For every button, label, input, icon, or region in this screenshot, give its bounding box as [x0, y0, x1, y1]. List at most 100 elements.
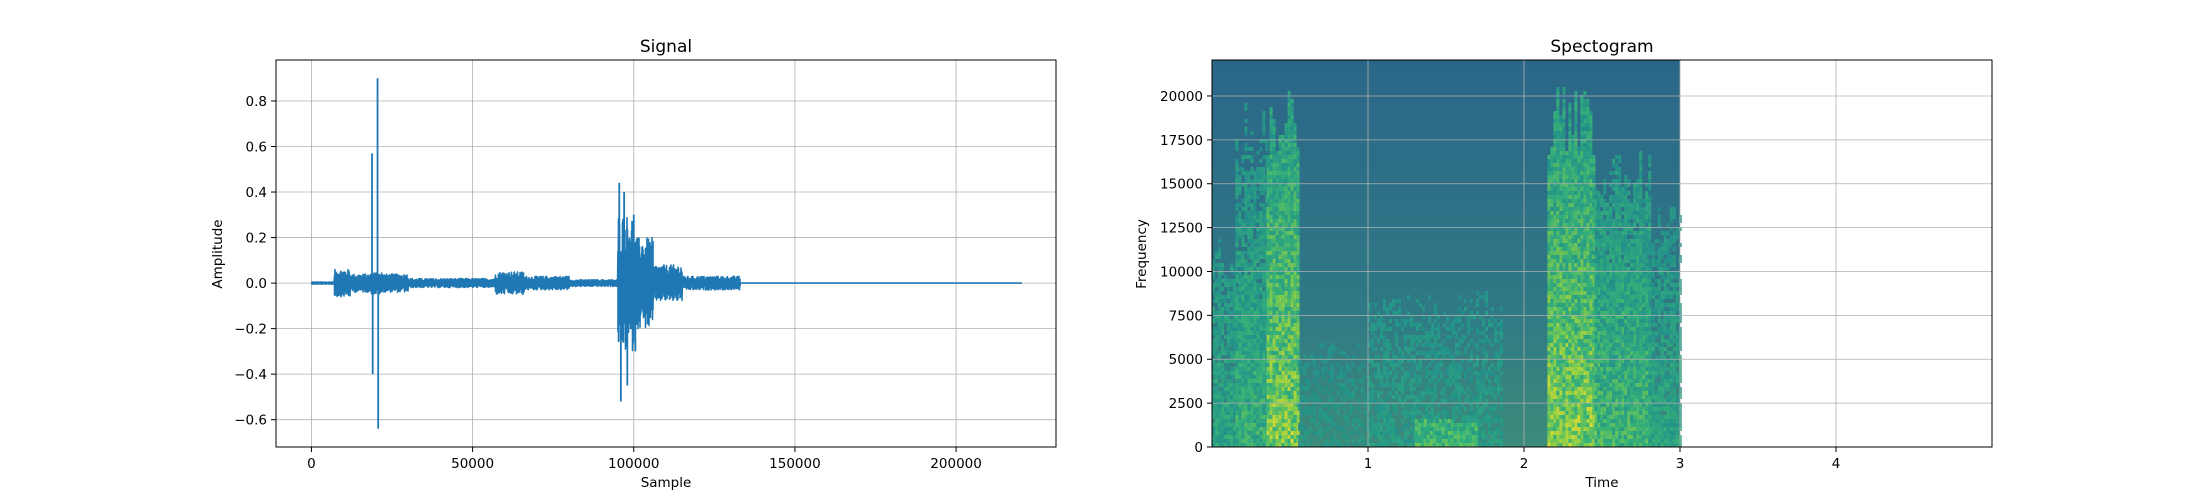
spectrogram-cell [1440, 411, 1443, 415]
spectrogram-cell [1290, 111, 1294, 115]
spectrogram-cell [1559, 391, 1563, 395]
spectrogram-cell [1296, 415, 1300, 419]
spectrogram-cell [1416, 411, 1419, 415]
spectrogram-cell [1562, 319, 1566, 323]
spectrogram-cell [1583, 307, 1587, 311]
spectrogram-cell [1547, 199, 1551, 203]
spectrogram-cell [1333, 439, 1337, 443]
spectrogram-cell [1336, 363, 1340, 367]
spectrogram-cell [1330, 435, 1334, 439]
spectrogram-cell [1227, 347, 1230, 351]
spectrogram-cell [1241, 315, 1245, 319]
spectrogram-cell [1586, 403, 1590, 407]
spectrogram-cell [1580, 343, 1584, 347]
spectrogram-cell [1386, 371, 1389, 375]
spectrogram-cell [1586, 199, 1590, 203]
spectrogram-cell [1500, 419, 1503, 423]
spectrogram-cell [1565, 431, 1569, 435]
spectrogram-cell [1221, 299, 1224, 303]
spectrogram-cell [1233, 391, 1236, 395]
spectrogram-cell [1247, 239, 1251, 243]
spectrogram-cell [1272, 295, 1276, 299]
spectrogram-cell [1559, 239, 1563, 243]
spectrogram-cell [1235, 183, 1239, 187]
spectrogram-cell [1230, 331, 1233, 335]
spectrogram-cell [1550, 371, 1554, 375]
spectrogram-cell [1296, 435, 1300, 439]
spectrogram-cell [1227, 307, 1230, 311]
spectrogram-cell [1235, 275, 1239, 279]
spectrogram-cell [1443, 311, 1446, 315]
spectrogram-cell [1256, 375, 1260, 379]
spectrogram-cell [1293, 195, 1297, 199]
spectrogram-cell [1266, 323, 1270, 327]
spectrogram-cell [1218, 279, 1221, 283]
spectrogram-cell [1600, 307, 1604, 311]
spectrogram-cell [1383, 435, 1386, 439]
spectrogram-cell [1586, 423, 1590, 427]
spectrogram-cell [1597, 211, 1601, 215]
spectrogram-cell [1485, 403, 1488, 407]
spectrogram-cell [1357, 439, 1361, 443]
spectrogram-cell [1431, 351, 1434, 355]
spectrogram-cell [1428, 331, 1431, 335]
spectrogram-cell [1428, 379, 1431, 383]
spectrogram-cell [1589, 211, 1593, 215]
spectrogram-cell [1491, 407, 1494, 411]
spectrogram-cell [1278, 175, 1282, 179]
spectrogram-cell [1574, 435, 1578, 439]
spectrogram-cell [1559, 367, 1563, 371]
spectrogram-cell [1577, 367, 1581, 371]
spectrogram-cell [1594, 327, 1598, 331]
spectrogram-cell [1404, 411, 1407, 415]
spectrogram-cell [1479, 371, 1482, 375]
spectrogram-cell [1491, 395, 1494, 399]
spectrogram-cell [1250, 287, 1254, 291]
spectrogram-cell [1272, 215, 1276, 219]
spectrogram-cell [1253, 239, 1257, 243]
spectrogram-cell [1235, 191, 1239, 195]
spectrogram-cell [1580, 363, 1584, 367]
spectrogram-cell [1468, 439, 1472, 443]
spectrogram-cell [1500, 443, 1503, 447]
spectrogram-cell [1586, 367, 1590, 371]
spectrogram-cell [1556, 103, 1560, 107]
spectrogram-cell [1571, 343, 1575, 347]
spectrogram-cell [1609, 227, 1613, 231]
spectrogram-cell [1417, 423, 1421, 427]
spectrogram-cell [1290, 139, 1294, 143]
spectrogram-cell [1247, 155, 1251, 159]
spectrogram-cell [1580, 127, 1584, 131]
spectrogram-cell [1606, 351, 1610, 355]
spectrogram-cell [1600, 415, 1604, 419]
spectrogram-cell [1455, 415, 1458, 419]
spectrogram-cell [1221, 383, 1224, 387]
spectrogram-cell [1333, 403, 1337, 407]
spectrogram-cell [1389, 303, 1392, 307]
spectrogram-cell [1290, 235, 1294, 239]
spectrogram-cell [1275, 239, 1279, 243]
spectrogram-cell [1568, 367, 1572, 371]
spectrogram-cell [1574, 131, 1578, 135]
spectrogram-cell [1565, 335, 1569, 339]
spectrogram-cell [1253, 351, 1257, 355]
spectrogram-cell [1247, 323, 1251, 327]
spectrogram-cell [1594, 299, 1598, 303]
spectrogram-cell [1259, 367, 1263, 371]
spectrogram-cell [1398, 299, 1401, 303]
spectrogram-cell [1259, 179, 1263, 183]
spectrogram-cell [1235, 355, 1239, 359]
spectrogram-cell [1603, 227, 1607, 231]
spectrogram-cell [1244, 207, 1248, 211]
spectrogram-cell [1233, 271, 1236, 275]
spectrogram-cell [1547, 191, 1551, 195]
spectrogram-cell [1262, 275, 1266, 279]
spectrogram-cell [1574, 107, 1578, 111]
spectrogram-cell [1574, 323, 1578, 327]
spectrogram-cell [1227, 315, 1230, 319]
spectrogram-cell [1592, 399, 1596, 403]
spectrogram-cell [1609, 311, 1613, 315]
spectrogram-cell [1603, 327, 1607, 331]
spectrogram-cell [1241, 391, 1245, 395]
spectrogram-cell [1250, 259, 1254, 263]
